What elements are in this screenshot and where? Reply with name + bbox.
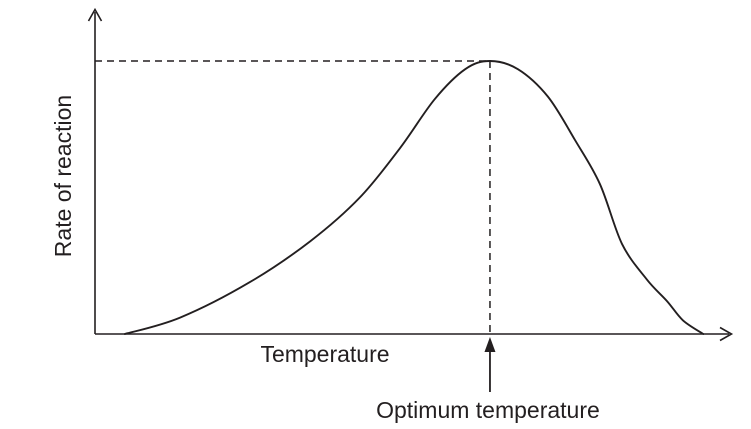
rate-curve — [123, 60, 705, 335]
y-axis-label: Rate of reaction — [50, 95, 76, 257]
optimum-arrow-head-icon — [484, 337, 496, 352]
optimum-temperature-label: Optimum temperature — [376, 397, 600, 423]
x-axis-arrowhead-icon — [719, 326, 734, 342]
optimum-arrow — [484, 337, 496, 392]
x-axis-label: Temperature — [260, 341, 389, 367]
y-axis-arrowhead-icon — [87, 7, 103, 22]
axes — [87, 7, 734, 342]
